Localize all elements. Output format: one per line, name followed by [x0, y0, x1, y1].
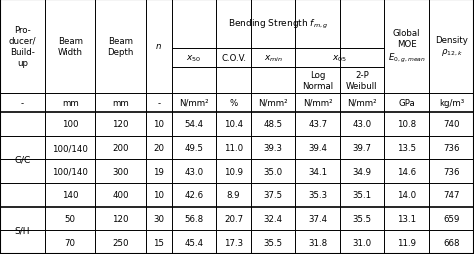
Text: 43.0: 43.0 [352, 120, 372, 129]
Text: 50: 50 [64, 214, 76, 223]
Text: 35.1: 35.1 [352, 190, 372, 200]
Text: 736: 736 [443, 167, 460, 176]
Text: 39.3: 39.3 [264, 144, 283, 152]
Text: mm: mm [112, 99, 129, 107]
Text: 39.7: 39.7 [353, 144, 372, 152]
Text: 250: 250 [112, 238, 129, 247]
Text: 400: 400 [112, 190, 129, 200]
Text: 35.5: 35.5 [352, 214, 372, 223]
Text: kg/m³: kg/m³ [439, 99, 464, 107]
Text: 17.3: 17.3 [224, 238, 243, 247]
Text: N/mm²: N/mm² [347, 99, 377, 107]
Text: G/C: G/C [14, 155, 31, 164]
Text: 14.6: 14.6 [397, 167, 416, 176]
Text: Density
$\rho_{12,k}$: Density $\rho_{12,k}$ [435, 36, 468, 58]
Text: 20.7: 20.7 [224, 214, 243, 223]
Text: 10.8: 10.8 [397, 120, 416, 129]
Text: Global
MOE
$E_{0,g,mean}$: Global MOE $E_{0,g,mean}$ [388, 29, 426, 65]
Text: 31.8: 31.8 [308, 238, 327, 247]
Text: 120: 120 [112, 214, 129, 223]
Text: 34.9: 34.9 [353, 167, 372, 176]
Text: 13.5: 13.5 [397, 144, 416, 152]
Text: 11.9: 11.9 [397, 238, 416, 247]
Text: 14.0: 14.0 [397, 190, 416, 200]
Text: Beam
Width: Beam Width [58, 37, 82, 57]
Text: 668: 668 [443, 238, 460, 247]
Text: 43.0: 43.0 [184, 167, 203, 176]
Text: 30: 30 [153, 214, 164, 223]
Text: GPa: GPa [398, 99, 415, 107]
Text: -: - [157, 99, 160, 107]
Text: 100/140: 100/140 [52, 167, 88, 176]
Text: $x_{min}$: $x_{min}$ [264, 53, 283, 64]
Text: 140: 140 [62, 190, 78, 200]
Text: 34.1: 34.1 [308, 167, 327, 176]
Text: 42.6: 42.6 [184, 190, 203, 200]
Text: 13.1: 13.1 [397, 214, 416, 223]
Text: 31.0: 31.0 [352, 238, 372, 247]
Text: 32.4: 32.4 [264, 214, 283, 223]
Text: 10.4: 10.4 [224, 120, 243, 129]
Text: 10: 10 [153, 190, 164, 200]
Text: 200: 200 [112, 144, 129, 152]
Text: 54.4: 54.4 [184, 120, 203, 129]
Text: N/mm²: N/mm² [303, 99, 332, 107]
Text: 19: 19 [154, 167, 164, 176]
Text: 39.4: 39.4 [308, 144, 327, 152]
Text: $x_{50}$: $x_{50}$ [186, 53, 201, 64]
Text: 11.0: 11.0 [224, 144, 243, 152]
Text: 45.4: 45.4 [184, 238, 203, 247]
Text: 35.3: 35.3 [308, 190, 327, 200]
Text: 37.4: 37.4 [308, 214, 327, 223]
Text: 100/140: 100/140 [52, 144, 88, 152]
Text: %: % [229, 99, 238, 107]
Text: N/mm²: N/mm² [179, 99, 209, 107]
Text: 736: 736 [443, 144, 460, 152]
Text: Pro-
ducer/
Build-
up: Pro- ducer/ Build- up [9, 26, 36, 68]
Text: 20: 20 [153, 144, 164, 152]
Text: 70: 70 [64, 238, 76, 247]
Text: Beam
Depth: Beam Depth [108, 37, 134, 57]
Text: mm: mm [62, 99, 79, 107]
Text: n: n [156, 42, 162, 51]
Text: Bending Strength $f_{m,g}$: Bending Strength $f_{m,g}$ [228, 18, 328, 31]
Text: 48.5: 48.5 [264, 120, 283, 129]
Text: 56.8: 56.8 [184, 214, 203, 223]
Text: 15: 15 [153, 238, 164, 247]
Text: 100: 100 [62, 120, 78, 129]
Text: 35.5: 35.5 [264, 238, 283, 247]
Text: 37.5: 37.5 [264, 190, 283, 200]
Text: 740: 740 [443, 120, 460, 129]
Text: 747: 747 [443, 190, 460, 200]
Text: 10.9: 10.9 [224, 167, 243, 176]
Text: C.O.V.: C.O.V. [221, 54, 246, 63]
Text: -: - [21, 99, 24, 107]
Text: 8.9: 8.9 [227, 190, 240, 200]
Text: N/mm²: N/mm² [258, 99, 288, 107]
Text: Log
Normal: Log Normal [302, 71, 333, 91]
Text: S/H: S/H [15, 226, 30, 235]
Text: 120: 120 [112, 120, 129, 129]
Text: 10: 10 [153, 120, 164, 129]
Text: 49.5: 49.5 [184, 144, 203, 152]
Text: 43.7: 43.7 [308, 120, 327, 129]
Text: 2-P
Weibull: 2-P Weibull [346, 71, 378, 91]
Text: 659: 659 [443, 214, 460, 223]
Text: 300: 300 [112, 167, 129, 176]
Text: 35.0: 35.0 [264, 167, 283, 176]
Text: $x_{05}$: $x_{05}$ [332, 53, 347, 64]
